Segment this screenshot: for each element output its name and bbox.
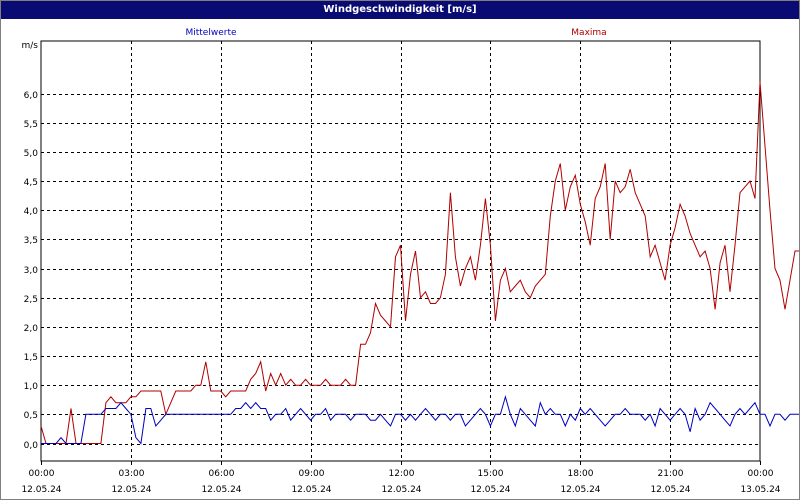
x-tick-time-label: 18:00: [568, 469, 594, 479]
y-axis-unit: m/s: [22, 41, 39, 51]
y-tick-label: 1,5: [24, 353, 38, 363]
window-title: Windgeschwindigkeit [m/s]: [1, 1, 799, 19]
x-tick-time-label: 06:00: [209, 469, 235, 479]
y-tick-label: 6,0: [24, 91, 39, 101]
x-tick-time-label: 21:00: [658, 469, 684, 479]
y-tick-label: 0,0: [24, 441, 39, 451]
y-tick-label: 2,5: [24, 295, 38, 305]
x-tick-date-label: 12.05.24: [560, 485, 600, 495]
y-tick-label: 0,5: [24, 411, 38, 421]
y-tick-label: 3,0: [24, 266, 39, 276]
x-tick-date-label: 12.05.24: [291, 485, 331, 495]
x-tick-date-label: 12.05.24: [21, 485, 61, 495]
series-line-maxima: [40, 81, 799, 444]
y-tick-label: 3,5: [24, 236, 38, 246]
legend-maxima: Maxima: [571, 28, 606, 38]
series-line-mittelwerte: [41, 394, 799, 445]
y-tick-label: 5,5: [24, 120, 38, 130]
x-tick-date-label: 12.05.24: [381, 485, 421, 495]
y-tick-label: 5,0: [24, 149, 39, 159]
x-tick-date-label: 12.05.24: [470, 485, 510, 495]
x-tick-date-label: 13.05.24: [740, 485, 780, 495]
x-tick-date-label: 12.05.24: [650, 485, 690, 495]
x-tick-time-label: 09:00: [299, 469, 325, 479]
x-tick-time-label: 00:00: [748, 469, 774, 479]
x-tick-time-label: 12:00: [389, 469, 415, 479]
y-tick-label: 1,0: [24, 382, 39, 392]
x-tick-time-label: 00:00: [29, 469, 55, 479]
legend-mittelwerte: Mittelwerte: [185, 28, 236, 38]
x-tick-time-label: 15:00: [478, 469, 504, 479]
x-tick-date-label: 12.05.24: [201, 485, 241, 495]
y-tick-label: 4,5: [24, 178, 38, 188]
y-tick-label: 2,0: [24, 324, 39, 334]
y-tick-label: 4,0: [24, 207, 39, 217]
x-tick-time-label: 03:00: [119, 469, 145, 479]
x-tick-date-label: 12.05.24: [111, 485, 151, 495]
